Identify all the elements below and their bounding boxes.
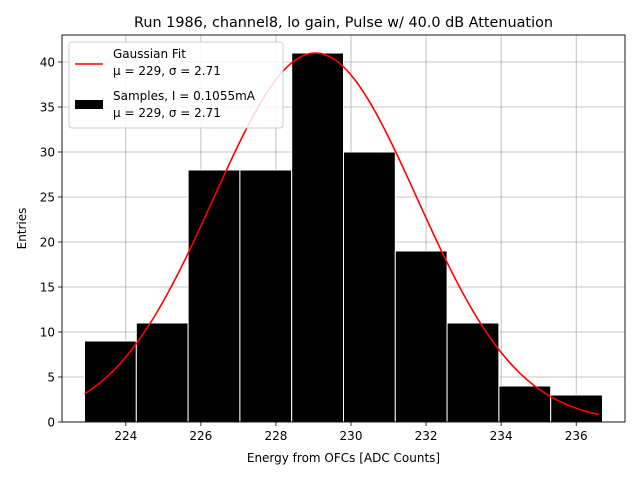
legend-samples-stats: μ = 229, σ = 2.71 bbox=[113, 106, 221, 120]
histogram-bar bbox=[187, 169, 241, 423]
y-tick-label: 20 bbox=[40, 235, 55, 249]
y-tick-label: 30 bbox=[40, 145, 55, 159]
x-tick-label: 224 bbox=[114, 429, 137, 443]
x-tick-label: 232 bbox=[415, 429, 438, 443]
y-tick-label: 40 bbox=[40, 55, 55, 69]
legend: Gaussian Fit μ = 229, σ = 2.71 Samples, … bbox=[68, 41, 284, 129]
legend-box bbox=[68, 41, 284, 129]
x-tick-label: 228 bbox=[264, 429, 287, 443]
y-axis: 0 5 10 15 20 25 30 35 40 bbox=[40, 55, 62, 429]
gaussian-fit-curve bbox=[84, 52, 599, 416]
x-axis-label: Energy from OFCs [ADC Counts] bbox=[247, 451, 440, 465]
y-tick-label: 35 bbox=[40, 100, 55, 114]
histogram-bars bbox=[84, 52, 603, 423]
histogram-bar bbox=[394, 250, 448, 423]
x-tick-label: 236 bbox=[565, 429, 588, 443]
legend-samples-label: Samples, I = 0.1055mA bbox=[113, 89, 256, 103]
y-axis-label: Entries bbox=[15, 208, 29, 250]
y-tick-label: 0 bbox=[47, 415, 55, 429]
x-axis: 224 226 228 230 232 234 236 bbox=[114, 422, 588, 443]
y-tick-label: 5 bbox=[47, 370, 55, 384]
histogram-bar bbox=[135, 322, 189, 423]
fit-curve-group bbox=[84, 52, 599, 416]
x-tick-label: 226 bbox=[189, 429, 212, 443]
chart-title: Run 1986, channel8, lo gain, Pulse w/ 40… bbox=[134, 15, 553, 31]
histogram-bar bbox=[239, 169, 293, 423]
legend-fit-label: Gaussian Fit bbox=[113, 47, 186, 61]
y-tick-label: 10 bbox=[40, 325, 55, 339]
x-tick-label: 230 bbox=[340, 429, 363, 443]
histogram-bar bbox=[291, 52, 345, 423]
x-tick-label: 234 bbox=[490, 429, 513, 443]
histogram-bar bbox=[343, 151, 396, 423]
legend-samples-swatch bbox=[75, 100, 103, 109]
y-tick-label: 15 bbox=[40, 280, 55, 294]
y-tick-label: 25 bbox=[40, 190, 55, 204]
legend-fit-stats: μ = 229, σ = 2.71 bbox=[113, 64, 221, 78]
plot-frame bbox=[61, 34, 626, 423]
